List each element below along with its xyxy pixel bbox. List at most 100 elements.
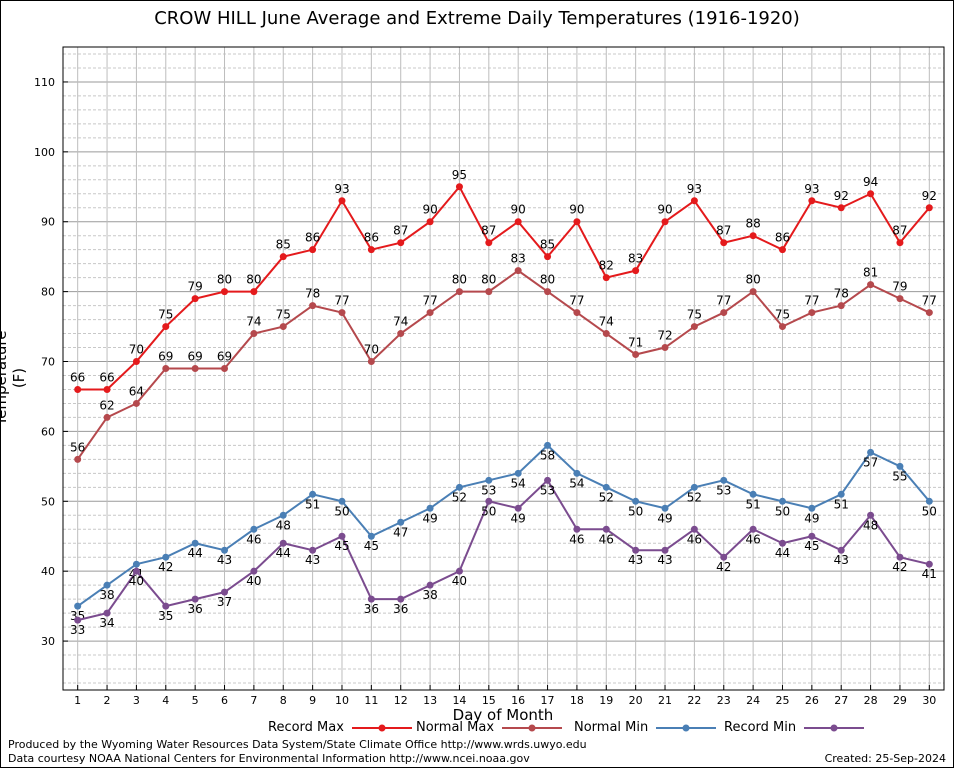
- data-point-record-min: [514, 504, 522, 512]
- data-label-record-max: 79: [188, 280, 203, 294]
- legend-swatch-record-min: [804, 724, 865, 731]
- data-label-record-min: 43: [305, 553, 320, 567]
- data-label-normal-max: 74: [246, 315, 261, 329]
- data-point-normal-min: [132, 560, 140, 568]
- data-label-normal-min: 52: [599, 490, 614, 504]
- data-label-record-max: 86: [305, 231, 320, 245]
- data-label-normal-max: 77: [716, 294, 731, 308]
- data-label-record-max: 75: [158, 308, 173, 322]
- legend-record-max: Record Max: [268, 720, 412, 735]
- data-label-record-max: 70: [129, 343, 144, 357]
- data-point-normal-min: [720, 476, 728, 484]
- data-label-record-min: 40: [452, 574, 467, 588]
- data-label-normal-max: 74: [393, 315, 408, 329]
- data-label-record-min: 44: [276, 546, 291, 560]
- data-point-record-min: [544, 476, 552, 484]
- x-tick-label: 2: [104, 694, 111, 707]
- data-point-normal-min: [250, 525, 258, 533]
- data-label-normal-min: 50: [334, 504, 349, 518]
- data-label-record-min: 37: [217, 595, 232, 609]
- data-point-normal-max: [132, 399, 140, 407]
- y-tick-label: 90: [41, 216, 55, 229]
- data-label-normal-min: 43: [217, 553, 232, 567]
- data-point-record-min: [808, 532, 816, 540]
- data-label-normal-min: 50: [628, 504, 643, 518]
- data-label-normal-min: 57: [863, 455, 878, 469]
- data-label-record-min: 36: [393, 602, 408, 616]
- data-label-normal-max: 81: [863, 266, 878, 280]
- data-label-record-max: 88: [745, 217, 760, 231]
- data-point-record-min: [397, 595, 405, 603]
- data-label-record-min: 40: [246, 574, 261, 588]
- data-label-record-min: 36: [364, 602, 379, 616]
- data-point-record-min: [279, 539, 287, 547]
- data-point-normal-min: [896, 462, 904, 470]
- data-point-normal-min: [514, 469, 522, 477]
- data-label-record-max: 93: [804, 182, 819, 196]
- data-point-record-min: [338, 532, 346, 540]
- data-label-record-max: 86: [364, 231, 379, 245]
- x-tick-label: 4: [162, 694, 169, 707]
- data-point-normal-max: [485, 288, 493, 296]
- data-point-normal-min: [808, 504, 816, 512]
- data-label-normal-min: 49: [657, 511, 672, 525]
- data-point-record-max: [455, 183, 463, 191]
- data-point-normal-max: [74, 455, 82, 463]
- x-tick-label: 24: [746, 694, 760, 707]
- data-point-normal-min: [573, 469, 581, 477]
- data-point-normal-max: [397, 330, 405, 338]
- x-tick-label: 17: [541, 694, 555, 707]
- data-label-record-min: 34: [99, 616, 114, 630]
- data-label-normal-min: 47: [393, 525, 408, 539]
- data-label-normal-min: 50: [922, 504, 937, 518]
- data-label-normal-max: 64: [129, 384, 144, 398]
- data-point-record-min: [837, 546, 845, 554]
- x-tick-label: 28: [864, 694, 878, 707]
- data-point-normal-max: [896, 295, 904, 303]
- data-label-normal-max: 69: [188, 350, 203, 364]
- series-line-normal-max: [76, 269, 930, 460]
- data-point-normal-max: [514, 267, 522, 275]
- legend-record-min: Record Min: [724, 720, 865, 735]
- data-point-normal-min: [162, 553, 170, 561]
- data-point-normal-min: [632, 497, 640, 505]
- data-label-normal-min: 54: [511, 476, 526, 490]
- data-label-record-max: 95: [452, 168, 467, 182]
- data-label-normal-min: 49: [422, 511, 437, 525]
- x-axis-label: Day of Month: [452, 706, 554, 724]
- data-label-record-min: 43: [657, 553, 672, 567]
- data-label-record-max: 90: [422, 203, 437, 217]
- data-point-record-min: [485, 497, 493, 505]
- data-label-record-min: 48: [863, 518, 878, 532]
- data-point-normal-max: [309, 302, 317, 310]
- data-label-record-max: 87: [716, 224, 731, 238]
- data-point-record-min: [132, 567, 140, 575]
- data-label-normal-min: 38: [99, 588, 114, 602]
- data-point-record-max: [720, 239, 728, 247]
- y-tick-label: 70: [41, 356, 55, 369]
- data-point-normal-min: [367, 532, 375, 540]
- data-point-record-min: [309, 546, 317, 554]
- data-point-normal-min: [544, 441, 552, 449]
- data-label-normal-min: 49: [804, 511, 819, 525]
- data-point-record-max: [191, 295, 199, 303]
- footer-credit-line-2: Data courtesy NOAA National Centers for …: [8, 752, 530, 765]
- data-point-normal-max: [367, 358, 375, 366]
- data-label-record-min: 33: [70, 623, 85, 637]
- data-point-normal-max: [602, 330, 610, 338]
- data-label-normal-min: 51: [305, 497, 320, 511]
- x-tick-label: 3: [133, 694, 140, 707]
- data-point-record-max: [279, 253, 287, 261]
- y-tick-label: 100: [34, 146, 55, 159]
- data-label-normal-max: 71: [628, 336, 643, 350]
- data-point-record-max: [867, 190, 875, 198]
- legend-normal-max: Normal Max: [416, 720, 563, 735]
- data-label-normal-max: 83: [511, 252, 526, 266]
- data-label-record-max: 83: [628, 252, 643, 266]
- y-tick-label: 60: [41, 425, 55, 438]
- data-label-record-max: 87: [481, 224, 496, 238]
- data-label-normal-max: 78: [834, 287, 849, 301]
- data-label-normal-max: 75: [276, 308, 291, 322]
